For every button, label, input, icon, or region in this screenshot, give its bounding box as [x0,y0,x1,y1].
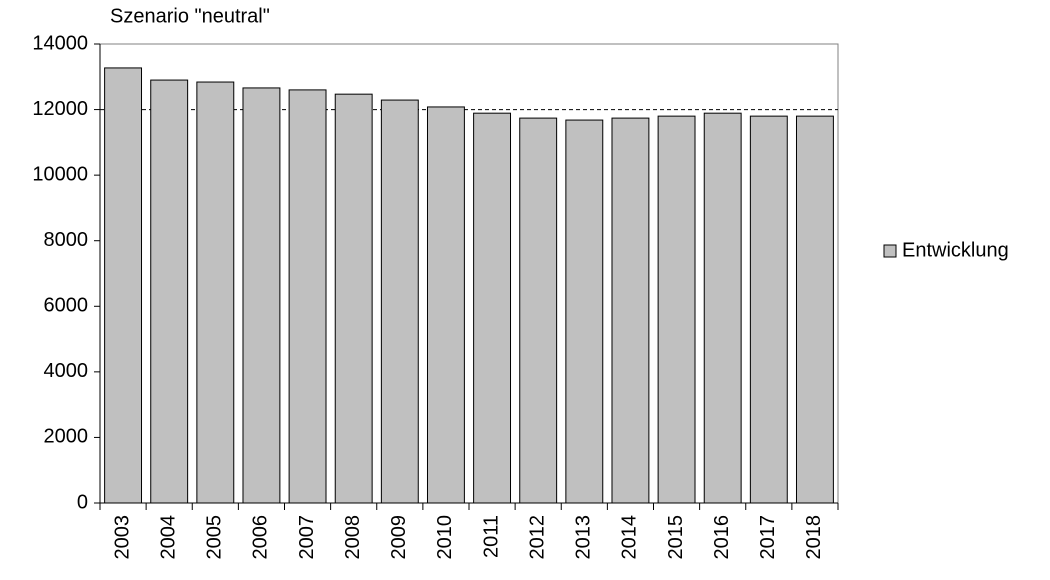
y-tick-label: 8000 [44,229,89,251]
y-tick-label: 6000 [44,295,89,317]
bar [242,87,281,504]
y-tick-label: 4000 [44,360,89,382]
x-tick-label: 2017 [757,515,779,560]
chart-title: Szenario "neutral" [110,5,270,27]
x-tick-label: 2004 [157,515,179,560]
x-tick-label: 2011 [480,515,502,558]
x-tick-label: 2014 [619,515,641,560]
legend-label: Entwicklung [902,239,1009,261]
x-tick-label: 2005 [204,515,226,560]
bar [519,117,558,504]
bar [657,115,696,504]
x-tick-label: 2006 [250,515,272,560]
x-tick-label: 2009 [388,515,410,560]
legend-swatch [883,244,897,258]
bar [104,67,143,504]
bar [288,89,327,504]
x-tick-label: 2018 [803,515,825,560]
x-tick-label: 2015 [665,515,687,560]
bar [334,93,373,504]
bar [426,106,465,504]
y-tick-label: 10000 [32,163,88,185]
bar [473,112,512,504]
y-tick-label: 0 [77,491,88,513]
bar [795,115,834,504]
bar [749,115,788,504]
bar [611,117,650,504]
y-tick-label: 14000 [32,32,88,54]
y-tick-label: 2000 [44,426,89,448]
x-tick-label: 2008 [342,515,364,560]
bar [565,119,604,504]
bar [703,112,742,504]
bar [150,79,189,504]
bar [196,81,235,504]
x-tick-label: 2012 [526,515,548,560]
y-tick-label: 12000 [32,98,88,120]
bar [380,99,419,504]
x-tick-label: 2007 [296,515,318,560]
x-tick-label: 2010 [434,515,456,560]
x-tick-label: 2003 [111,515,133,560]
x-tick-label: 2013 [573,515,595,560]
x-tick-label: 2016 [711,515,733,560]
